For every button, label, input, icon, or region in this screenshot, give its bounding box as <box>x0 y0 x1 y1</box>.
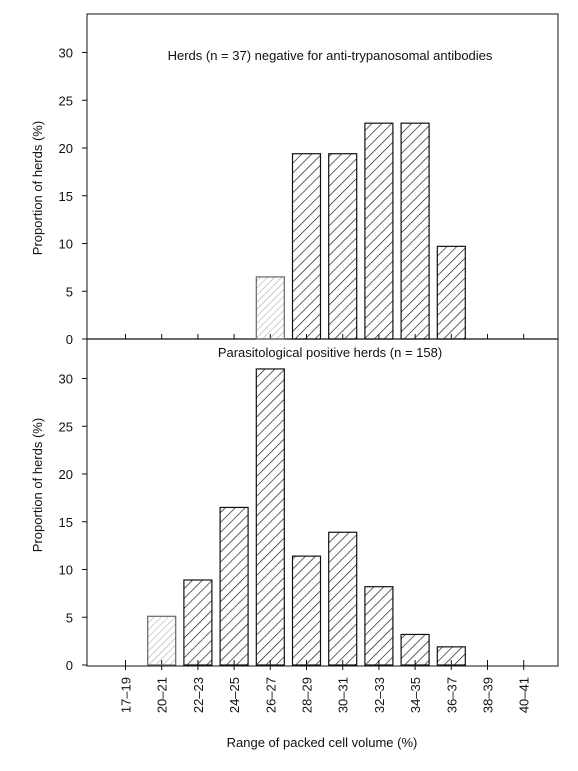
x-tick-label: 17–19 <box>119 677 134 713</box>
top-y-tick-label: 0 <box>66 332 73 347</box>
bottom-y-tick-label: 0 <box>66 658 73 673</box>
bottom-y-tick-label: 25 <box>59 419 73 434</box>
top-y-tick-label: 10 <box>59 237 73 252</box>
top-bar <box>400 122 430 340</box>
x-tick-label: 20–21 <box>155 677 170 713</box>
top-y-tick-label: 5 <box>66 284 73 299</box>
top-y-tick-label: 25 <box>59 93 73 108</box>
x-tick-label: 40–41 <box>517 677 532 713</box>
bottom-panel-title: Parasitological positive herds (n = 158) <box>218 345 442 360</box>
bottom-y-tick-label: 20 <box>59 467 73 482</box>
bottom-y-tick-label: 5 <box>66 610 73 625</box>
x-tick-label: 30–31 <box>336 677 351 713</box>
top-panel-title: Herds (n = 37) negative for anti-trypano… <box>168 48 493 63</box>
x-tick-label: 36–37 <box>444 677 459 713</box>
bottom-y-tick-label: 30 <box>59 372 73 387</box>
top-bar <box>364 122 394 340</box>
plot-frame <box>86 13 559 667</box>
x-tick-label: 28–29 <box>300 677 315 713</box>
x-tick-label: 34–35 <box>408 677 423 713</box>
bottom-bar <box>364 586 394 666</box>
bottom-bar <box>328 531 358 666</box>
x-tick-label: 22–23 <box>191 677 206 713</box>
x-axis-label: Range of packed cell volume (%) <box>227 735 418 750</box>
bottom-bar <box>255 368 285 666</box>
top-bar <box>291 153 322 340</box>
bottom-y-tick-label: 15 <box>59 515 73 530</box>
x-tick-label: 32–33 <box>372 677 387 713</box>
bottom-bar <box>183 579 213 666</box>
top-y-tick-label: 20 <box>59 141 73 156</box>
bottom-bar <box>400 633 430 666</box>
x-tick-label: 26–27 <box>263 677 278 713</box>
bottom-bar <box>219 506 249 666</box>
bottom-bar <box>147 615 177 666</box>
bottom-bar <box>436 646 466 666</box>
x-tick-label: 24–25 <box>227 677 242 713</box>
top-y-tick-label: 30 <box>59 46 73 61</box>
top-y-tick-label: 15 <box>59 189 73 204</box>
top-bar <box>255 276 285 340</box>
x-tick-label: 38–39 <box>481 677 496 713</box>
top-bar <box>436 245 466 340</box>
bottom-y-tick-label: 10 <box>59 563 73 578</box>
bottom-y-axis-label: Proportion of herds (%) <box>30 418 45 552</box>
top-y-axis-label: Proportion of herds (%) <box>30 121 45 255</box>
top-bar <box>328 153 358 340</box>
bottom-bar <box>291 555 322 666</box>
